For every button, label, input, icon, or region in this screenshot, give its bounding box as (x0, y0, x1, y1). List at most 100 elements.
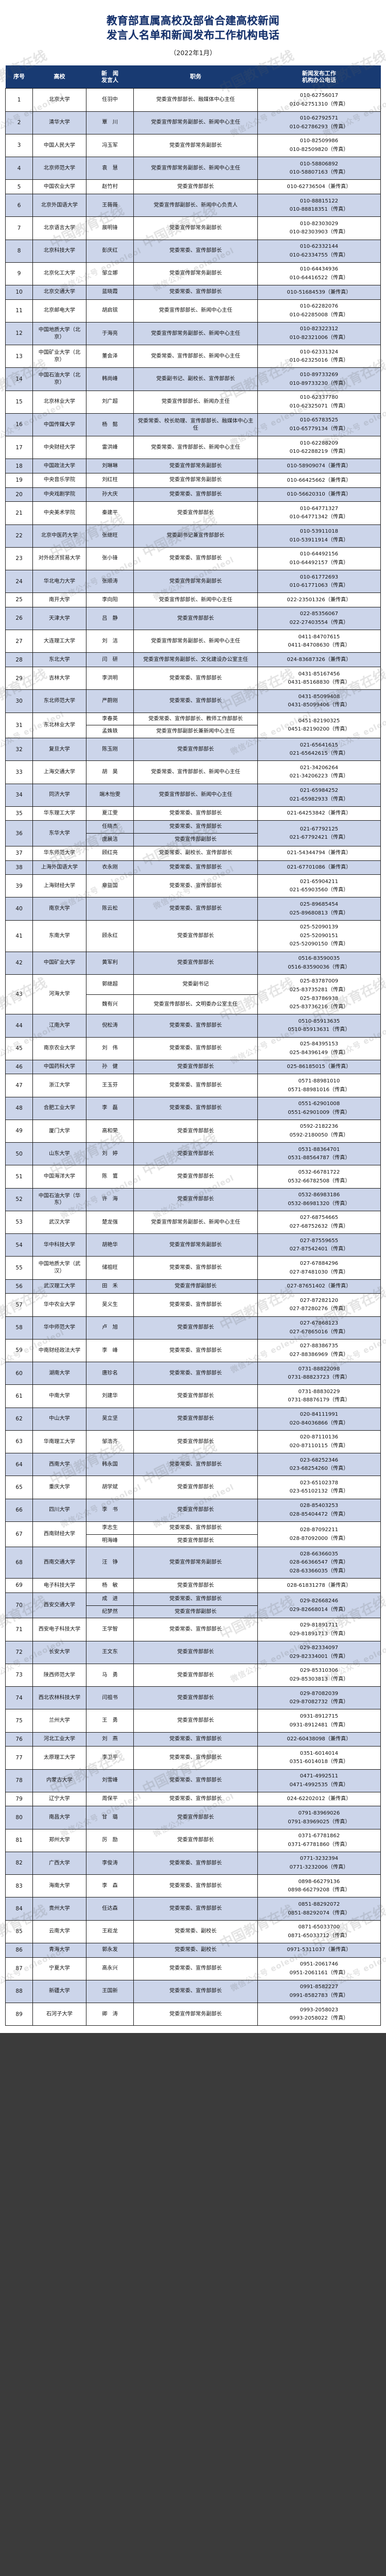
cell-position: 党委常委、宣传部部长 (133, 1074, 258, 1097)
cell-phone: 0351-6014014 0351-6014018（传真） (257, 1746, 381, 1770)
cell-position: 党委宣传部副部长 (133, 833, 258, 846)
cell-index: 24 (5, 569, 33, 594)
cell-phone: 010-62331324 010-62325016（传真） (257, 345, 381, 368)
cell-index: 57 (5, 1293, 33, 1317)
cell-position: 党委宣传部部长 (133, 1119, 258, 1143)
cell-phone: 0531-88364701 0531-88564787（传真） (257, 1142, 381, 1166)
cell-university: 贵州大学 (32, 1897, 86, 1921)
table-row: 4 北京师范大学袁 慧党委宣传部常务副部长、新闻中心主任 010-58806892 0… (5, 157, 381, 180)
table-row: 7 北京语言大学 展明锋 党委宣传部常务副部长 010-82303029 010-8230… (5, 216, 381, 240)
cell-university: 中国石油大学（华东） (32, 1188, 86, 1211)
cell-spokesperson: 蓝晓霞 (85, 285, 134, 300)
phone-line: 010-64492157（传真） (289, 560, 349, 566)
cell-position: 党委宣传部部长 (133, 1059, 258, 1075)
phone-line: 0532-86981320（传真） (288, 1200, 350, 1207)
cell-university: 中国矿业大学（北京） (32, 345, 86, 368)
table-body: 1 北京大学 任羽中 党委宣传部部长、融媒体中心主任 010-62756017 010-6… (5, 88, 381, 2026)
cell-university: 郑州大学 (32, 1828, 86, 1852)
table-row: 56 武汉理工大学田 禾党委宣传部副部长 027-87651402（兼传真） (5, 1279, 381, 1294)
cell-spokesperson: 胡学斌 (85, 1476, 134, 1499)
cell-spokesperson: 李志生 (85, 1521, 134, 1535)
phone-line: 010-89733230（传真） (289, 380, 349, 386)
cell-position: 党委宣传部部长 (133, 1316, 258, 1340)
table-row: 8 北京科技大学 彭庆红 党委常委、宣传部部长 010-62332144 010-6233… (5, 239, 381, 263)
table-row: 10 北京交通大学 蓝晓霞 党委常委、宣传部部长 010-51684539（兼传真） (5, 285, 381, 300)
cell-phone: 021-65904211 021-65903560（传真） (257, 874, 381, 898)
phone-line: 023-68252346 (300, 1457, 339, 1463)
cell-index: 71 (5, 1618, 33, 1641)
phone-line: 010-62786293（传真） (289, 124, 349, 130)
cell-index: 84 (5, 1897, 33, 1921)
cell-spokesperson: 楚龙强 (85, 1210, 134, 1234)
cell-spokesperson: 刘 婷 (85, 1142, 134, 1166)
phone-line: 010-64771327 (300, 505, 339, 512)
phone-line: 010-62288209 (300, 440, 339, 446)
phone-line: 010-62325071（传真） (289, 403, 349, 409)
cell-position: 党委常委、副校长 (133, 1942, 258, 1958)
table-container: 序号 高校 新 闻 发言人 职务 新闻发布工作 机构办公电话 1 北京大学 任羽中党… (0, 65, 386, 2026)
cell-position: 党委常委、宣传部部长 (133, 897, 258, 921)
cell-university: 浙江大学 (32, 1074, 86, 1097)
cell-phone: 028-87092211 028-87092000（传真） (257, 1521, 381, 1548)
cell-university: 云南大学 (32, 1920, 86, 1943)
phone-line: 010-82509986 (300, 138, 339, 144)
phone-line: 010-51684539（兼传真） (287, 289, 352, 295)
cell-spokesperson: 赵竹村 (85, 179, 134, 194)
cell-phone: 023-65102378 023-65102132（传真） (257, 1476, 381, 1499)
cell-position: 党委宣传部部长 (133, 1142, 258, 1166)
table-row: 27 大连理工大学刘 洁党委宣传部常务副部长、新闻中心主任 0411-8470761… (5, 630, 381, 653)
cell-spokesperson: 黄军利 (85, 951, 134, 975)
phone-line: 0451-82190200（传真） (288, 726, 350, 733)
cell-index: 75 (5, 1709, 33, 1733)
table-row: 22 北京中医药大学 张继旺 党委副书记兼宣传部部长 010-53911018 010-5… (5, 524, 381, 548)
cell-index: 77 (5, 1746, 33, 1770)
cell-index: 35 (5, 806, 33, 821)
cell-university: 天津大学 (32, 606, 86, 631)
phone-line: 0510-85913635 (298, 1018, 340, 1024)
phone-line: 010-62288219（传真） (289, 449, 349, 455)
cell-phone: 0731-88822098 0731-88823723（传真） (257, 1362, 381, 1385)
cell-phone: 010-82509986 010-82509820（传真） (257, 133, 381, 158)
column-header-position: 职务 (133, 65, 258, 89)
cell-spokesperson: 许 海 (85, 1188, 134, 1211)
table-row: 36 东华大学 任晓杰 党委常委、宣传部部长 021-67792125 021-67792… (5, 820, 381, 846)
phone-line: 010-62331324 (300, 349, 339, 355)
phone-line: 010-62325016（传真） (289, 358, 349, 364)
cell-spokesperson: 王玉芬 (85, 1074, 134, 1097)
cell-spokesperson: 纪梦然 (85, 1605, 134, 1619)
phone-line: 023-68254260（传真） (289, 1466, 349, 1472)
cell-position: 党委常委、宣传部部长 (133, 1791, 258, 1807)
phone-line: 010-65779134（传真） (289, 426, 349, 432)
table-row: 63 华南理工大学 邹浩齐 党委宣传部部长 020-87110136 020-871101… (5, 1430, 381, 1454)
cell-position: 党委常委、宣传部部长、新闻中心主任 (133, 436, 258, 460)
cell-phone: 010-62288209 010-62288219（传真） (257, 436, 381, 460)
cell-university: 中南财经政法大学 (32, 1338, 86, 1363)
cell-index: 66 (5, 1498, 33, 1522)
cell-index: 65 (5, 1476, 33, 1499)
cell-spokesperson: 成 进 (85, 1592, 134, 1606)
cell-phone: 021-64253842（兼传真） (257, 806, 381, 821)
table-row: 25 南开大学 李向阳 党委宣传部部长、新闻中心主任 022-23501326（兼传真） (5, 592, 381, 607)
cell-spokesperson: 顾红亮 (85, 845, 134, 861)
phone-line: 0351-6014014 (300, 1750, 339, 1756)
phone-line: 0991-8582783（传真） (289, 1992, 349, 1998)
cell-phone: 010-62337780 010-62325071（传真） (257, 390, 381, 414)
header-row: 序号 高校 新 闻 发言人 职务 新闻发布工作 机构办公电话 (5, 65, 381, 89)
table-row: 78 内蒙古大学 刘雪峰 党委常委、宣传部部长 0471-4992511 0471-499… (5, 1769, 381, 1792)
cell-phone: 025-86185015（兼传真） (257, 1059, 381, 1075)
cell-position: 党委宣传部部长、新闻中心主任 (133, 299, 258, 323)
table-row: 虞晨洁 党委宣传部副部长 (6, 833, 381, 846)
phone-line: 0471-4992535（传真） (289, 1782, 349, 1788)
cell-position: 党委宣传部部长 (133, 738, 258, 761)
cell-university: 中央财经大学 (32, 436, 86, 460)
spokesperson-table: 序号 高校 新 闻 发言人 职务 新闻发布工作 机构办公电话 1 北京大学 任羽中党… (5, 65, 381, 2026)
phone-line: 029-85303813（传真） (289, 1676, 349, 1682)
cell-spokesperson: 任羽中 (85, 88, 134, 112)
cell-position: 党委宣传部部长 (133, 1663, 258, 1687)
cell-position: 党委常委、宣传部部长 (133, 547, 258, 571)
phone-line: 0516-83590036（传真） (288, 964, 350, 970)
cell-phone: 010-62282076 010-62285008（传真） (257, 299, 381, 323)
cell-position: 党委宣传部部长、融媒体中心主任 (133, 88, 258, 112)
table-row: 61 中南大学 刘建华 党委宣传部部长 0731-88830229 0731-888761… (5, 1384, 381, 1408)
cell-spokesperson: 汪 铮 (85, 1547, 134, 1579)
